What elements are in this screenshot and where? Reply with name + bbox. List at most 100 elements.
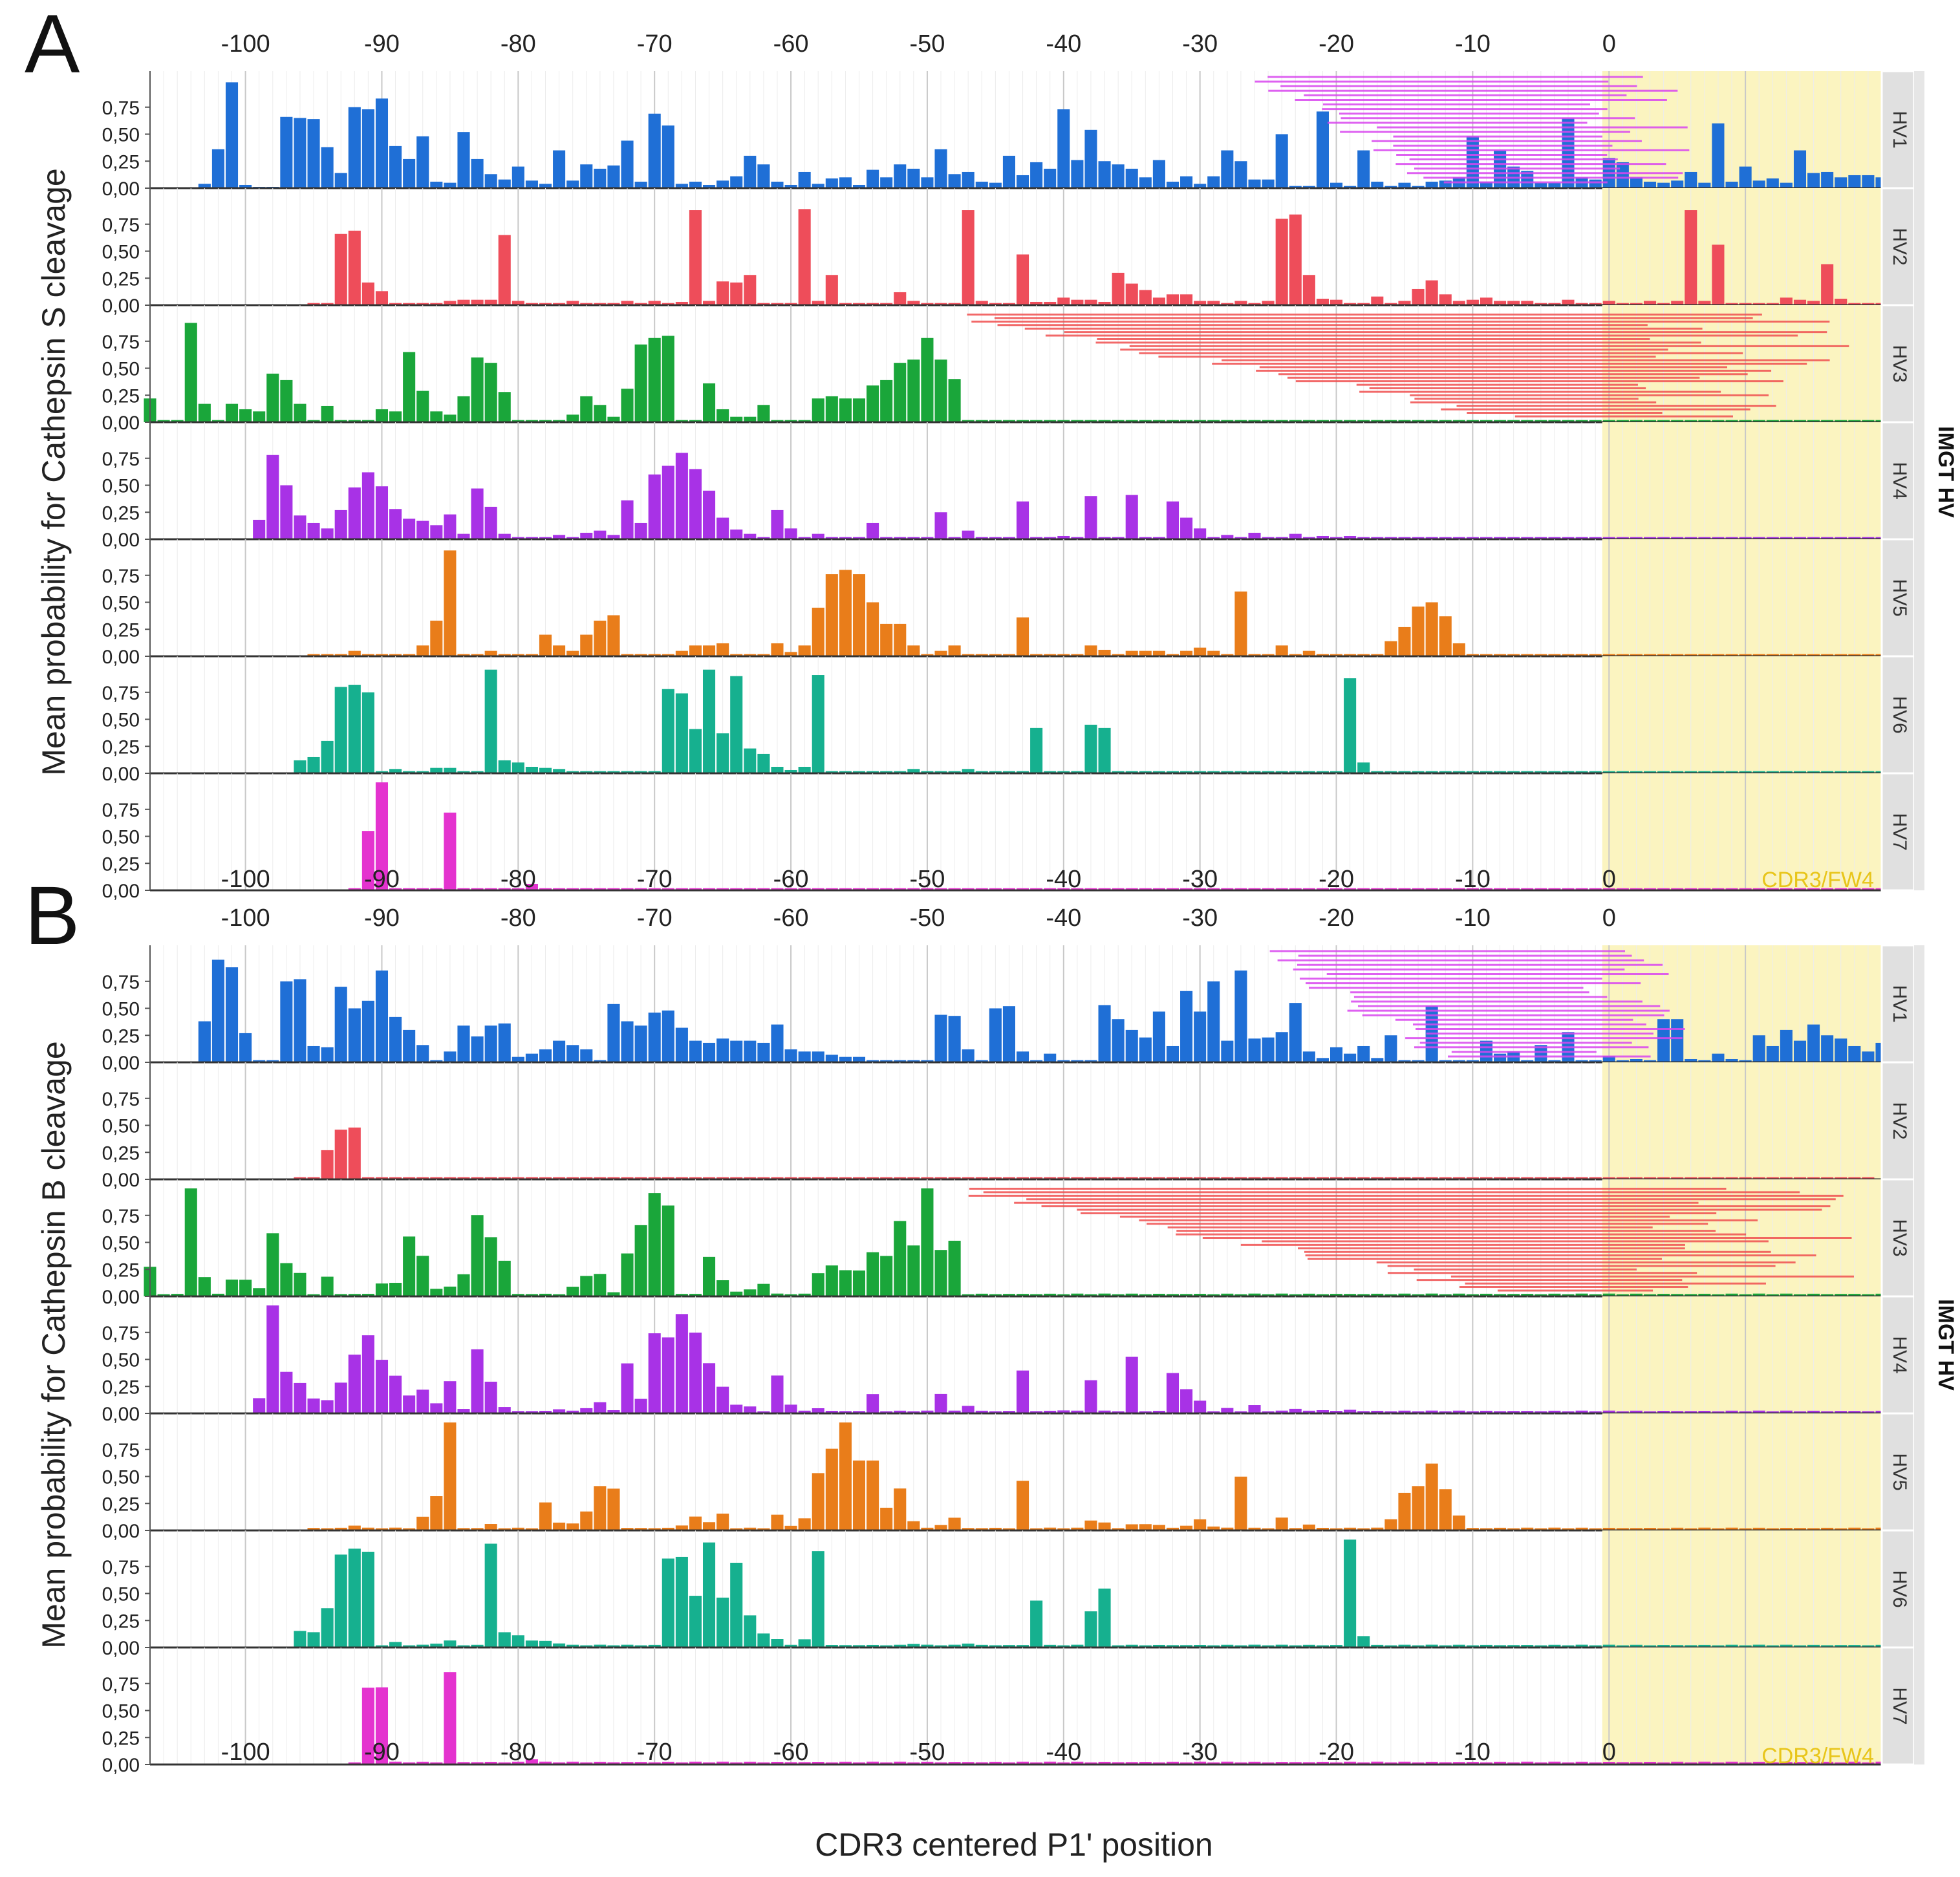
bar-hv3 bbox=[662, 336, 674, 422]
bar-hv2 bbox=[1671, 1177, 1684, 1179]
bar-hv3 bbox=[621, 389, 634, 422]
bar-hv1 bbox=[403, 158, 416, 188]
bar-hv4 bbox=[1466, 537, 1479, 539]
bar-hv3 bbox=[1671, 420, 1684, 422]
bar-hv3 bbox=[211, 1293, 224, 1296]
bar-hv6 bbox=[1316, 771, 1329, 773]
bar-hv7 bbox=[1616, 888, 1629, 890]
bar-hv4 bbox=[457, 533, 470, 539]
bar-hv3 bbox=[1412, 1294, 1425, 1296]
bar-hv3 bbox=[1071, 420, 1084, 422]
bar-hv3 bbox=[621, 1253, 634, 1296]
bar-hv2 bbox=[1221, 303, 1234, 305]
bar-hv3 bbox=[825, 396, 838, 422]
bar-hv2 bbox=[1657, 303, 1670, 305]
bar-hv3 bbox=[1125, 1293, 1138, 1296]
bar-hv7 bbox=[1575, 1761, 1588, 1764]
bar-hv7 bbox=[1098, 888, 1111, 890]
bar-hv5 bbox=[1412, 1486, 1425, 1530]
bar-hv3 bbox=[444, 1286, 457, 1296]
bar-hv6 bbox=[525, 1640, 538, 1647]
bar-hv4 bbox=[907, 537, 920, 539]
bar-hv4 bbox=[1643, 537, 1657, 539]
x-tick-label-bottom: -80 bbox=[501, 1739, 536, 1766]
bar-hv7 bbox=[361, 1688, 374, 1764]
bar-hv1 bbox=[1139, 177, 1152, 188]
y-tick-label: 0,25 bbox=[102, 1494, 140, 1515]
bar-hv6 bbox=[921, 771, 934, 773]
bar-hv5 bbox=[1562, 1528, 1575, 1530]
bar-hv3 bbox=[1835, 420, 1847, 422]
bar-hv7 bbox=[1125, 1762, 1138, 1764]
bar-hv7 bbox=[1452, 1762, 1465, 1764]
bar-hv2 bbox=[307, 1177, 320, 1179]
bar-hv5 bbox=[1357, 654, 1370, 656]
bar-hv5 bbox=[539, 634, 552, 656]
bar-hv7 bbox=[757, 1762, 770, 1764]
bar-hv5 bbox=[1125, 1524, 1138, 1530]
bar-hv4 bbox=[1112, 537, 1125, 539]
bar-hv7 bbox=[744, 888, 757, 890]
bar-hv6 bbox=[948, 1644, 961, 1647]
bar-hv6 bbox=[1084, 724, 1097, 773]
bar-hv2 bbox=[1643, 1177, 1657, 1179]
bar-hv5 bbox=[634, 1528, 647, 1530]
bar-hv6 bbox=[1657, 1645, 1670, 1647]
bar-hv4 bbox=[1807, 1410, 1820, 1413]
bar-hv6 bbox=[594, 1644, 607, 1647]
bar-hv7 bbox=[730, 888, 743, 890]
bar-hv2 bbox=[1766, 1177, 1779, 1179]
bar-hv6 bbox=[921, 1644, 934, 1647]
bar-hv1 bbox=[1589, 179, 1602, 188]
bar-hv1 bbox=[921, 177, 934, 188]
bar-hv5 bbox=[1535, 654, 1547, 656]
bar-hv6 bbox=[907, 769, 920, 773]
bar-hv2 bbox=[430, 1177, 443, 1179]
bar-hv5 bbox=[566, 650, 579, 656]
bar-hv3 bbox=[525, 1294, 538, 1296]
bar-hv4 bbox=[498, 533, 511, 539]
bar-hv1 bbox=[307, 1046, 320, 1062]
bar-hv3 bbox=[648, 338, 661, 422]
bar-hv7 bbox=[607, 1762, 620, 1764]
bar-hv2 bbox=[1002, 303, 1015, 305]
bar-hv4 bbox=[1057, 535, 1070, 539]
bar-hv5 bbox=[1862, 654, 1875, 656]
bar-hv2 bbox=[1044, 1177, 1057, 1179]
bar-hv1 bbox=[1752, 180, 1765, 188]
bar-hv4 bbox=[348, 1355, 361, 1413]
x-tick-label-top: -70 bbox=[637, 30, 673, 58]
bar-hv4 bbox=[1002, 537, 1015, 539]
bar-hv1 bbox=[1057, 109, 1070, 188]
bar-hv6 bbox=[867, 771, 879, 773]
bar-hv4 bbox=[512, 1411, 524, 1413]
bar-hv1 bbox=[1698, 1060, 1711, 1062]
bar-hv4 bbox=[1275, 1410, 1288, 1413]
bar-hv6 bbox=[1384, 1645, 1397, 1647]
bar-hv5 bbox=[1575, 654, 1588, 656]
bar-hv1 bbox=[1848, 1046, 1861, 1062]
bar-hv1 bbox=[744, 155, 757, 188]
bar-hv7 bbox=[403, 888, 416, 890]
bar-hv1 bbox=[471, 158, 484, 188]
bar-hv3 bbox=[444, 414, 457, 422]
bar-hv4 bbox=[634, 1399, 647, 1413]
bar-hv5 bbox=[307, 654, 320, 656]
bar-hv1 bbox=[294, 118, 307, 188]
bar-hv6 bbox=[1821, 1645, 1834, 1647]
bar-hv1 bbox=[1234, 161, 1247, 188]
bar-hv1 bbox=[484, 174, 497, 188]
bar-hv2 bbox=[1835, 298, 1847, 305]
bar-hv5 bbox=[1221, 1527, 1234, 1530]
facet-strip-label: HV1 bbox=[1889, 985, 1910, 1022]
bar-hv2 bbox=[662, 1177, 674, 1179]
bar-hv7 bbox=[553, 888, 566, 890]
bar-hv4 bbox=[744, 1406, 757, 1413]
bar-hv6 bbox=[1098, 1588, 1111, 1647]
bar-hv6 bbox=[1139, 1645, 1152, 1647]
bar-hv7 bbox=[1466, 1762, 1479, 1764]
bar-hv6 bbox=[689, 1596, 702, 1647]
bar-hv3 bbox=[1739, 1294, 1752, 1296]
bar-hv5 bbox=[1275, 645, 1288, 656]
